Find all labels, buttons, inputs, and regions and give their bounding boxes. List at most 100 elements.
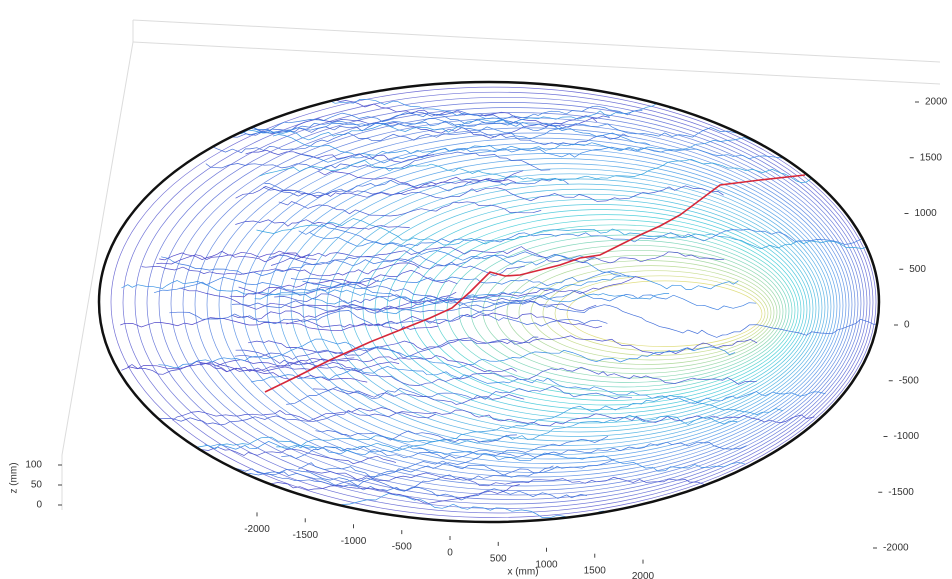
contour-line <box>179 287 457 311</box>
contour-line <box>190 445 397 465</box>
contour-line <box>398 209 805 410</box>
contour-line <box>276 415 738 452</box>
contour-line <box>145 409 437 426</box>
x-tick-label: 1500 <box>584 565 607 576</box>
contour-line <box>218 132 850 478</box>
outer-boundary <box>97 80 881 524</box>
contour-line <box>256 218 872 250</box>
contour-line <box>199 361 400 372</box>
contour-line <box>206 127 853 482</box>
contour-line <box>350 188 817 428</box>
contour-line <box>254 147 841 464</box>
contour-line <box>194 122 856 487</box>
contour-line <box>142 131 629 154</box>
contour-line <box>306 493 748 519</box>
contour-line <box>338 183 820 433</box>
contour-line <box>192 117 791 140</box>
contour-line <box>158 107 865 500</box>
x-tick-label: -1500 <box>292 530 318 541</box>
contour-line <box>231 465 554 492</box>
contour-line <box>446 229 793 392</box>
contour-line <box>232 276 646 320</box>
contour-line <box>410 214 802 406</box>
contour-line <box>326 178 823 437</box>
contour-line <box>309 232 621 276</box>
crack-path <box>264 174 806 393</box>
contour-line <box>146 102 868 505</box>
contour-line <box>506 255 778 370</box>
contour-line <box>288 94 651 146</box>
y-tick-label: 2000 <box>925 97 948 108</box>
contour-line <box>127 357 355 375</box>
contour-line <box>290 163 832 451</box>
contour-line <box>234 336 539 360</box>
contour-line <box>494 249 781 374</box>
x-tick-label: 2000 <box>632 571 655 579</box>
contour-line <box>110 86 877 518</box>
contour-line <box>482 244 784 379</box>
contour-line <box>256 470 587 501</box>
contour-line <box>124 475 288 494</box>
contour-line <box>251 366 826 405</box>
contour-line <box>295 146 879 164</box>
contour-line <box>235 219 410 230</box>
x-tick-label: -500 <box>392 542 412 553</box>
contour-line <box>141 262 420 277</box>
z-tick-label: 50 <box>31 480 43 491</box>
contour-line <box>158 338 736 368</box>
contour-line <box>278 158 835 455</box>
y-tick-label: 500 <box>909 264 926 275</box>
contour-line <box>134 96 871 509</box>
contour-line <box>169 290 556 327</box>
contour-line <box>315 430 517 443</box>
contour-line <box>238 269 458 296</box>
x-tick-label: 500 <box>490 554 507 565</box>
y-tick-label: 1500 <box>920 152 943 163</box>
contour-line <box>270 246 725 266</box>
y-tick-label: 0 <box>904 320 910 331</box>
contour-line <box>298 223 879 247</box>
contour-line <box>286 312 603 329</box>
contour-line <box>290 278 879 338</box>
contour-line <box>254 293 670 315</box>
contour-line <box>242 142 844 469</box>
contour-line <box>470 239 787 383</box>
contour-line <box>258 159 856 183</box>
y-tick-label: -500 <box>899 375 919 386</box>
contour-line <box>132 102 736 141</box>
contour-line <box>530 265 772 361</box>
axes-box <box>61 19 941 510</box>
contour-line <box>161 251 595 276</box>
z-tick-label: 100 <box>25 460 42 471</box>
contour-line <box>566 280 763 347</box>
x-tick-label: -1000 <box>341 536 367 547</box>
contour-line <box>170 112 862 496</box>
y-tick-label: -2000 <box>883 543 909 554</box>
contour-line <box>518 260 775 365</box>
contour-line <box>263 185 724 202</box>
contour-line <box>182 117 859 491</box>
contour-line <box>205 151 551 171</box>
contour-line <box>248 335 758 356</box>
contour-line <box>204 441 746 472</box>
z-tick-label: 0 <box>36 500 42 511</box>
x-tick-label: 0 <box>447 548 453 559</box>
contour-line <box>422 219 799 401</box>
contour-lines <box>99 82 879 522</box>
y-tick-label: -1500 <box>888 487 914 498</box>
contour-line <box>231 300 608 327</box>
contour-line <box>216 355 517 373</box>
contour-line <box>235 349 757 386</box>
contour-line <box>542 270 769 356</box>
contour-line <box>138 105 643 136</box>
contour-line <box>297 435 609 477</box>
contour-line <box>172 407 815 427</box>
contour-line <box>121 275 739 305</box>
contour-line <box>302 270 630 289</box>
contour-line <box>120 317 439 332</box>
contour-line <box>156 252 317 265</box>
contour-line <box>272 134 808 156</box>
contour-line <box>245 149 435 163</box>
x-tick-label: -2000 <box>244 524 270 535</box>
